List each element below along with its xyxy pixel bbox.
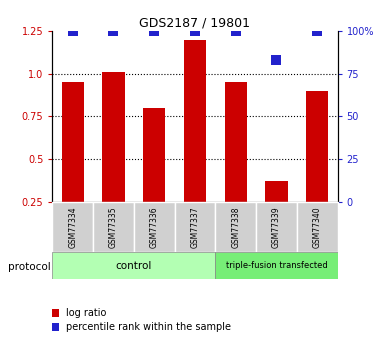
Bar	[102, 72, 125, 245]
Point	[274, 57, 280, 63]
Text: triple-fusion transfected: triple-fusion transfected	[225, 261, 327, 270]
Bar	[306, 91, 328, 245]
FancyBboxPatch shape	[297, 202, 338, 252]
FancyBboxPatch shape	[175, 202, 215, 252]
Text: GSM77340: GSM77340	[313, 206, 322, 248]
Text: GSM77338: GSM77338	[231, 206, 240, 248]
FancyBboxPatch shape	[215, 252, 338, 279]
FancyBboxPatch shape	[215, 202, 256, 252]
Text: GSM77334: GSM77334	[68, 206, 77, 248]
Text: percentile rank within the sample: percentile rank within the sample	[66, 322, 231, 332]
Text: GSM77337: GSM77337	[191, 206, 199, 248]
Text: GSM77339: GSM77339	[272, 206, 281, 248]
Point	[151, 28, 158, 34]
Point	[70, 28, 76, 34]
Bar	[225, 82, 247, 245]
Bar	[265, 181, 288, 245]
Bar	[184, 40, 206, 245]
FancyBboxPatch shape	[256, 202, 297, 252]
Text: log ratio: log ratio	[66, 308, 106, 318]
Text: protocol: protocol	[8, 263, 50, 272]
Point	[233, 28, 239, 34]
Text: control: control	[116, 261, 152, 270]
Text: GSM77336: GSM77336	[150, 206, 159, 248]
Point	[314, 28, 320, 34]
Title: GDS2187 / 19801: GDS2187 / 19801	[139, 17, 251, 30]
Point	[192, 28, 198, 34]
FancyBboxPatch shape	[134, 202, 175, 252]
Bar	[62, 82, 84, 245]
FancyBboxPatch shape	[52, 252, 215, 279]
Text: GSM77335: GSM77335	[109, 206, 118, 248]
Point	[111, 28, 117, 34]
FancyBboxPatch shape	[52, 202, 93, 252]
Bar	[143, 108, 165, 245]
FancyBboxPatch shape	[93, 202, 134, 252]
